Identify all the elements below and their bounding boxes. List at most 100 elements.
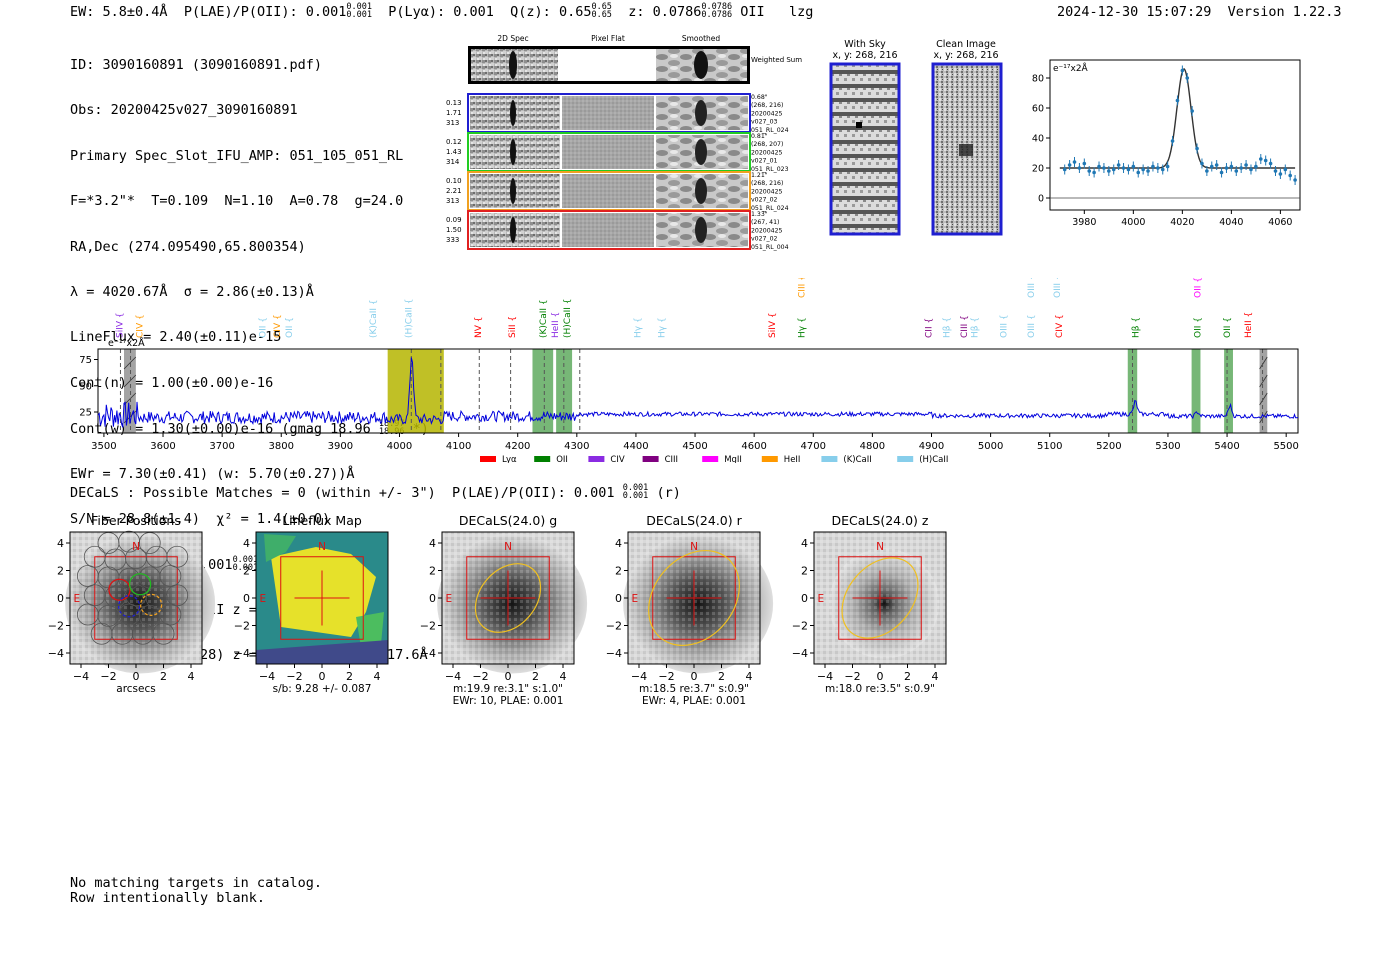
info-sn: S/N = 28.8(±1.4) χ² = 1.4(±0.0) xyxy=(70,510,331,527)
panel-x-tick-label: −2 xyxy=(472,670,488,683)
aperture-box xyxy=(94,556,178,640)
spectrum-line-label: OII { xyxy=(285,317,295,338)
panel-x-tick-label: −2 xyxy=(100,670,116,683)
panel-y-tick-label: 2 xyxy=(615,565,622,578)
weighted-sum-row: Weighted Sum xyxy=(468,46,802,84)
fiber-circle xyxy=(166,545,189,568)
panel-x-tick-label: −4 xyxy=(631,670,647,683)
spectrum-shaded-region xyxy=(1224,349,1233,433)
legend-swatch xyxy=(897,456,914,462)
zoom-data-point xyxy=(1077,166,1082,170)
spectrum-line-label: SiIV { xyxy=(115,312,125,338)
decals-summary: DECaLS : Possible Matches = 0 (within +/… xyxy=(70,483,681,501)
spectrum-line-label: HeII { xyxy=(551,312,561,338)
spectrum-line-label: Hβ { xyxy=(971,317,981,338)
spectrum-line-label: (H)CaII { xyxy=(563,299,573,339)
cutout-row-info: 051_RL_023 xyxy=(751,166,789,173)
panel-y-tick-label: −4 xyxy=(420,647,436,660)
cutout-emission-spot-smoothed xyxy=(695,100,707,126)
legend-label: (H)CaII xyxy=(919,455,948,463)
header-ew: EW: 5.8±0.4Å xyxy=(70,4,168,20)
spectrum-line-label: (K)CaII { xyxy=(369,299,379,338)
panel-y-tick-label: 0 xyxy=(615,592,622,605)
panel-x-tick-label: 0 xyxy=(133,670,140,683)
zoom-data-point xyxy=(1097,164,1101,169)
spectrum-line-label: OIII { xyxy=(1027,314,1037,338)
zoom-data-point xyxy=(1160,167,1165,172)
spectrum-line xyxy=(97,357,1299,428)
aperture-box xyxy=(652,556,736,640)
cutout-row-stat: 0.13 xyxy=(446,99,462,107)
legend-swatch xyxy=(588,456,605,462)
cutout-pixelflat xyxy=(562,174,654,208)
panel-y-tick-label: −4 xyxy=(234,647,250,660)
panel-y-tick-label: −2 xyxy=(792,620,808,633)
clean-image-title: Clean Image xyxy=(936,39,996,50)
panel-y-tick-label: 4 xyxy=(243,537,250,550)
zoom-data-point xyxy=(1244,163,1248,167)
info-id: ID: 3090160891 (3090160891.pdf) xyxy=(70,57,322,73)
selected-fiber-circle xyxy=(117,595,141,618)
spectrum-shaded-region xyxy=(532,349,554,433)
spectrum-x-tick-label: 3600 xyxy=(150,441,175,452)
spectrum-line-label: CIV { xyxy=(135,314,145,338)
galaxy-aperture-ellipse xyxy=(474,563,542,633)
zoom-data-point xyxy=(1258,157,1263,161)
legend-swatch xyxy=(761,456,778,462)
spectrum-x-tick-label: 4800 xyxy=(860,441,885,452)
header-qz-range: 0.65 0.65 xyxy=(591,2,612,20)
spectrum-line-label: OIII { xyxy=(1000,314,1010,338)
zoom-data-point xyxy=(1141,167,1145,172)
zoom-data-point xyxy=(1131,164,1136,169)
panel-x-tick-label: 4 xyxy=(188,670,195,683)
panel-y-tick-label: −2 xyxy=(606,620,622,633)
zoom-data-point xyxy=(1116,163,1121,167)
info-radec: RA,Dec (274.095490,65.800354) xyxy=(70,238,306,255)
spectrum-hatch xyxy=(123,356,137,370)
panel-x-tick-label: 4 xyxy=(932,670,939,683)
spectra-cutouts: 2D Spec Pixel Flat Smoothed Weighted Sum… xyxy=(446,34,802,251)
spectrum-line-label: OII { xyxy=(1194,317,1204,338)
zoom-data-point xyxy=(1214,163,1219,167)
spectrum-line-label: Hβ { xyxy=(1131,317,1141,338)
galaxy-aperture-ellipse xyxy=(841,557,919,639)
cutout-row-info: 051_RL_004 xyxy=(751,244,789,251)
header-z-range: 0.0786 0.0786 xyxy=(701,2,733,20)
cutout-row-info: (267, 41) xyxy=(751,219,779,226)
spectrum-hatch xyxy=(1259,356,1268,370)
legend-swatch xyxy=(702,456,719,462)
legend-swatch xyxy=(821,456,838,462)
fiber-circle xyxy=(159,565,182,587)
spectrum-x-tick-label: 3500 xyxy=(91,441,116,452)
spectrum-line-label: OII { xyxy=(1223,317,1233,338)
spectrum-x-tick-label: 4900 xyxy=(919,441,944,452)
fiber-circle xyxy=(152,622,175,645)
east-label: E xyxy=(446,593,453,605)
zoom-x-tick-label: 4020 xyxy=(1170,217,1194,228)
zoom-data-point xyxy=(1185,76,1190,80)
legend-label: (K)CaII xyxy=(843,455,871,463)
zoom-axes-frame xyxy=(1049,59,1301,211)
spectrum-line-label: HeII { xyxy=(1244,312,1254,338)
spectrum-x-tick-label: 4500 xyxy=(682,441,707,452)
galaxy-aperture-ellipse xyxy=(648,549,740,647)
spectrum-hatch xyxy=(123,392,137,406)
zoom-data-point xyxy=(1239,166,1243,170)
cutout-header-pixelflat: Pixel Flat xyxy=(591,34,625,43)
cutout-header-2dspec: 2D Spec xyxy=(497,34,528,43)
spectrum-line-label: SiIV { xyxy=(768,312,778,338)
panel-x-tick-label: 2 xyxy=(904,670,911,683)
aperture-box xyxy=(466,556,550,640)
header-z-line: OII xyxy=(740,4,765,20)
panel-x-tick-label: 2 xyxy=(532,670,539,683)
cutout-pixelflat xyxy=(562,96,654,130)
header-plae-range: 0.001 0.001 xyxy=(346,2,372,20)
east-label: E xyxy=(632,593,639,605)
north-label: N xyxy=(132,541,140,553)
spectrum-shaded-region xyxy=(1259,349,1268,433)
cutout-row-frame xyxy=(467,210,751,250)
cutout-row-info: v027_02 xyxy=(751,236,778,243)
panel-y-tick-label: 4 xyxy=(429,537,436,550)
zoom-y-tick-label: 20 xyxy=(1032,164,1044,175)
